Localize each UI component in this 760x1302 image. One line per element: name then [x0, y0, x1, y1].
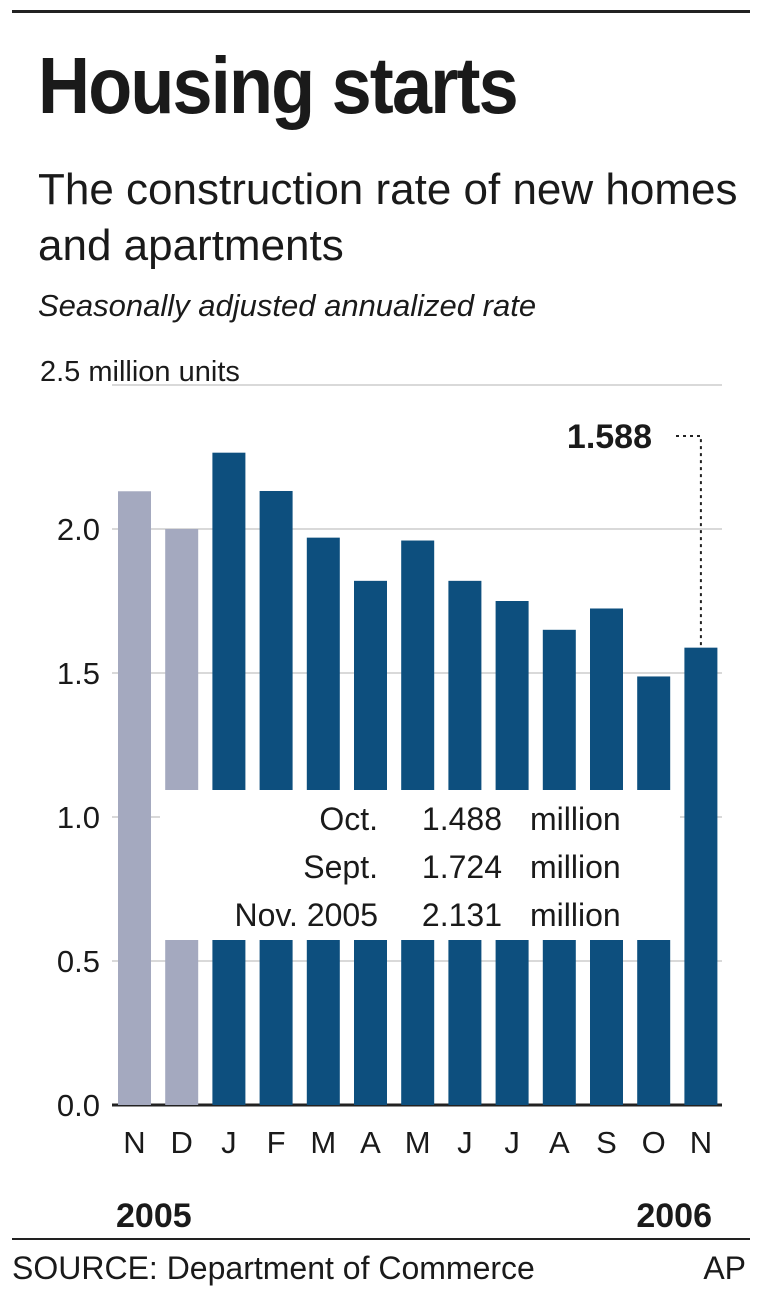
x-tick-label: F	[267, 1125, 286, 1160]
annotation-value: 1.488	[422, 801, 502, 837]
bar	[118, 491, 151, 1106]
annotation-unit: million	[530, 849, 621, 885]
chart-title: Housing starts	[38, 41, 519, 130]
callout-leader	[676, 435, 702, 648]
y-tick-label: 2.5 million units	[40, 356, 240, 388]
agency-credit: AP	[703, 1250, 746, 1286]
annotation-value: 1.724	[422, 849, 502, 885]
y-tick-label: 1.0	[57, 800, 100, 835]
x-tick-label: M	[310, 1125, 336, 1160]
x-tick-label: M	[405, 1125, 431, 1160]
source-note: SOURCE: Department of Commerce	[12, 1250, 535, 1286]
bars	[118, 452, 718, 1106]
x-tick-label: S	[596, 1125, 617, 1160]
top-rule	[12, 10, 750, 13]
x-tick-label: N	[690, 1125, 712, 1160]
x-tick-label: N	[123, 1125, 145, 1160]
bottom-rule	[12, 1238, 750, 1240]
x-tick-label: J	[457, 1125, 473, 1160]
annotation-period: Nov. 2005	[235, 897, 379, 933]
year-labels: 2005 2006	[116, 1197, 712, 1230]
bar	[684, 647, 718, 1105]
callout-label: 1.588	[567, 418, 652, 456]
year-label-2005: 2005	[116, 1197, 192, 1230]
annotation-box	[160, 790, 680, 940]
annotation-unit: million	[530, 801, 621, 837]
y-tick-label: 2.0	[57, 512, 100, 547]
annotation-value: 2.131	[422, 897, 502, 933]
y-tick-label: 0.0	[57, 1088, 100, 1123]
x-tick-label: A	[360, 1125, 381, 1160]
bar	[212, 452, 246, 1105]
chart-subtitle: The construction rate of new homes and a…	[38, 165, 738, 270]
y-tick-label: 1.5	[57, 656, 100, 691]
x-tick-label: A	[549, 1125, 570, 1160]
annotation-period: Sept.	[303, 849, 378, 885]
y-tick-label: 0.5	[57, 944, 100, 979]
annotation-unit: million	[530, 897, 621, 933]
x-tick-label: J	[504, 1125, 520, 1160]
annotation-table: Oct. 1.488 million Sept. 1.724 million Nov. 20…	[160, 790, 680, 940]
value-callout: 1.588	[567, 418, 702, 648]
chart-note: Seasonally adjusted annualized rate	[38, 288, 537, 323]
year-label-2006: 2006	[636, 1197, 712, 1230]
annotation-period: Oct.	[319, 801, 378, 837]
x-tick-label: O	[642, 1125, 666, 1160]
y-tick-labels: 0.0 0.5 1.0 1.5 2.0 2.5 million units	[40, 356, 240, 1123]
x-tick-label: D	[171, 1125, 193, 1160]
x-tick-label: J	[221, 1125, 237, 1160]
